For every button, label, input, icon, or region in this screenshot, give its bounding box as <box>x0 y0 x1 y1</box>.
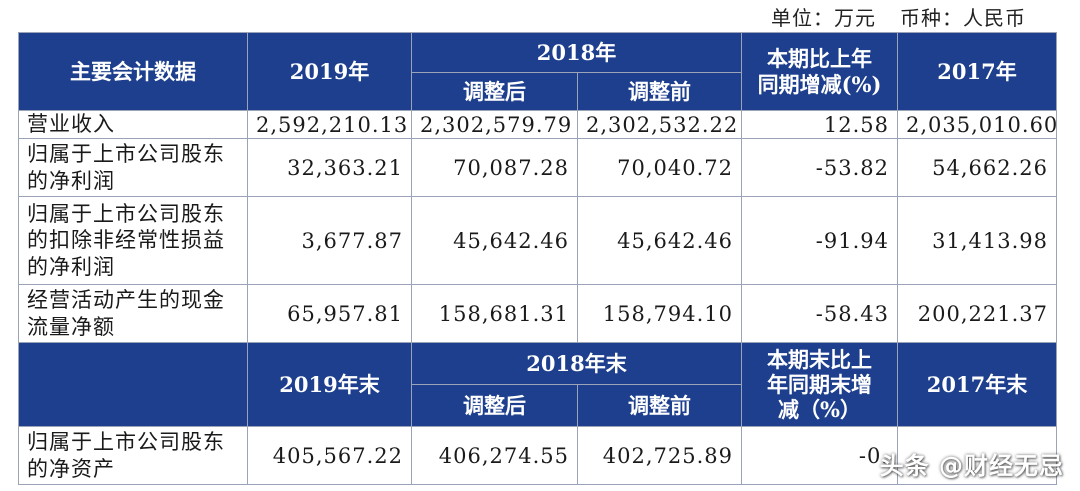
table-row: 归属于上市公司股东的净利润 32,363.21 70,087.28 70,040… <box>18 138 1058 197</box>
cell-2018-before: 70,040.72 <box>576 138 743 197</box>
cell-2018-before: 2,302,532.22 <box>576 110 743 139</box>
header-change-end-line3: 减（%） <box>778 397 861 423</box>
unit-line: 单位：万元 币种：人民币 <box>771 2 1026 31</box>
cell-2017: 54,662.26 <box>897 138 1058 197</box>
table-row: 营业收入 2,592,210.13 2,302,579.79 2,302,532… <box>18 110 1058 139</box>
cell-2018-after: 45,642.46 <box>411 196 578 285</box>
cell-2017: 31,413.98 <box>897 196 1058 285</box>
cell-2019: 2,592,210.13 <box>247 110 412 139</box>
header-blank <box>18 342 248 427</box>
cell-2019: 3,677.87 <box>247 196 412 285</box>
table-row: 归属于上市公司股东的净资产 405,567.22 406,274.55 402,… <box>18 426 1058 485</box>
cell-change: 12.58 <box>741 110 899 139</box>
header-change-line1: 本期比上年 <box>767 46 873 72</box>
header-main-data: 主要会计数据 <box>18 32 248 111</box>
cell-2019-end: 405,567.22 <box>247 426 412 485</box>
cell-2017: 200,221.37 <box>897 284 1058 343</box>
header-2018-adjusted-after: 调整后 <box>411 72 578 111</box>
cell-change: -91.94 <box>741 196 899 285</box>
cell-2017: 2,035,010.60 <box>897 110 1058 139</box>
cell-2019: 32,363.21 <box>247 138 412 197</box>
cell-change: -58.43 <box>741 284 899 343</box>
cell-2018-after: 158,681.31 <box>411 284 578 343</box>
header-change-end-line2: 年同期末增 <box>767 371 873 397</box>
header-2018-end-adjusted-after: 调整后 <box>411 384 578 427</box>
row-label: 经营活动产生的现金流量净额 <box>18 284 248 343</box>
cell-2018-after: 2,302,579.79 <box>411 110 578 139</box>
cell-2019: 65,957.81 <box>247 284 412 343</box>
header-change-end-line1: 本期末比上 <box>767 346 873 372</box>
cell-2018-after: 70,087.28 <box>411 138 578 197</box>
row-label: 归属于上市公司股东的净利润 <box>18 138 248 197</box>
cell-2018-before: 158,794.10 <box>576 284 743 343</box>
header-2017-end: 2017年末 <box>897 342 1058 427</box>
header-change: 本期比上年 同期增减(%) <box>741 32 899 111</box>
header-2018-adjusted-before: 调整前 <box>576 72 743 111</box>
row-label: 归属于上市公司股东的扣除非经常性损益的净利润 <box>18 196 248 285</box>
unit-label: 单位：万元 <box>771 6 876 30</box>
header-2017: 2017年 <box>897 32 1058 111</box>
header-change-end: 本期末比上 年同期末增 减（%） <box>741 342 899 427</box>
header-2019-end: 2019年末 <box>247 342 412 427</box>
cell-2018-end-after: 406,274.55 <box>411 426 578 485</box>
header-2018: 2018年 <box>410 32 743 73</box>
cell-2018-before: 45,642.46 <box>576 196 743 285</box>
row-label: 营业收入 <box>18 110 248 139</box>
header-2018-end-adjusted-before: 调整前 <box>576 384 743 427</box>
cell-2017-end <box>897 426 1058 485</box>
cell-2018-end-before: 402,725.89 <box>576 426 743 485</box>
table-row: 经营活动产生的现金流量净额 65,957.81 158,681.31 158,7… <box>18 284 1058 343</box>
watermark: 头条 @财经无忌 <box>879 452 1064 480</box>
table-row: 归属于上市公司股东的扣除非经常性损益的净利润 3,677.87 45,642.4… <box>18 196 1058 285</box>
header-2018-end: 2018年末 <box>410 342 743 385</box>
financial-table: 主要会计数据 2019年 2018年 本期比上年 同期增减(%) 2017年 调… <box>18 32 1058 485</box>
currency-label: 币种：人民币 <box>900 6 1026 30</box>
row-label: 归属于上市公司股东的净资产 <box>18 426 248 485</box>
cell-change: -53.82 <box>741 138 899 197</box>
header-change-line2: 同期增减(%) <box>757 71 882 97</box>
header-2019: 2019年 <box>247 32 412 111</box>
cell-change-end: -0. <box>741 426 899 485</box>
